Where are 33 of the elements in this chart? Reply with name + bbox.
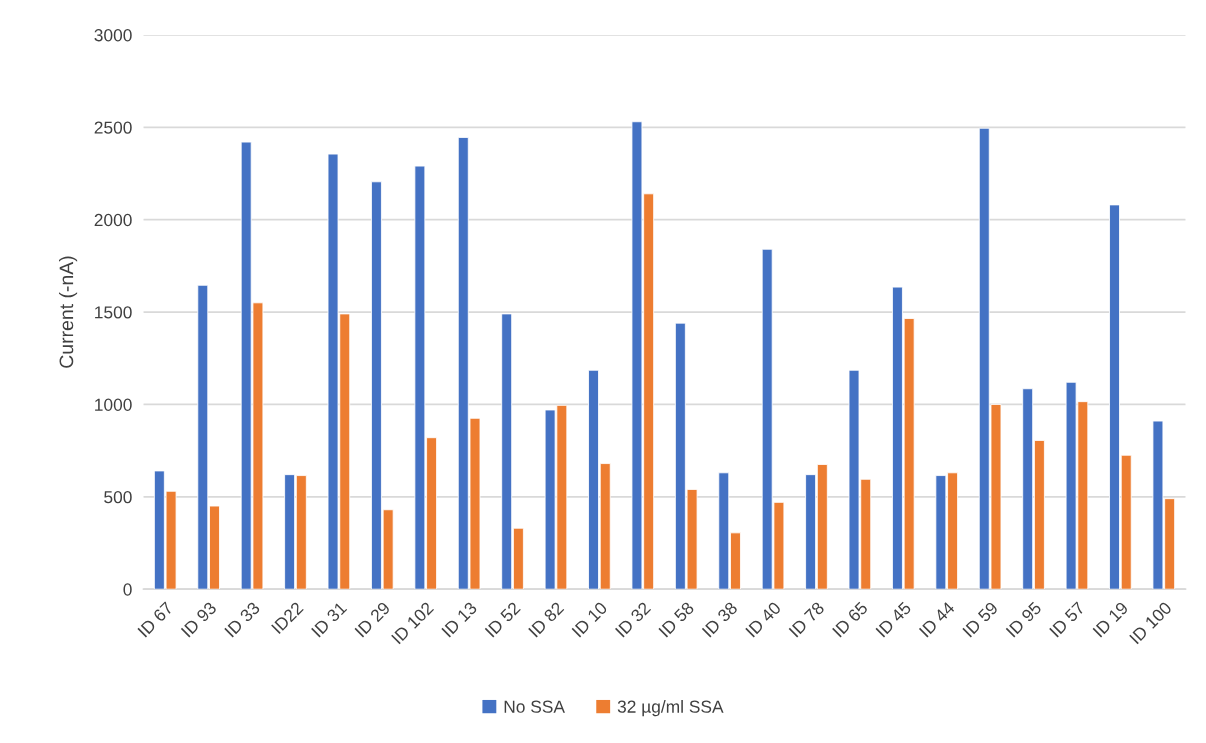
x-tick-label: ID 58 <box>658 601 695 638</box>
x-tick-label: ID 38 <box>701 601 739 638</box>
x-tick-label: ID 52 <box>484 601 521 638</box>
x-tick-label: ID 32 <box>614 601 652 638</box>
x-tick-label: ID 31 <box>311 601 348 638</box>
x-tick-label: ID 29 <box>354 601 391 638</box>
x-tick-label: ID 45 <box>875 601 912 638</box>
x-tick-label: ID 10 <box>571 601 608 638</box>
x-tick-label: ID 65 <box>832 601 869 638</box>
x-tick-label: ID 19 <box>1092 601 1129 638</box>
x-tick-label: ID 78 <box>788 601 825 638</box>
y-tick-label: 0 <box>123 583 132 596</box>
x-tick-label: ID 57 <box>1049 601 1086 638</box>
y-tick-label: 2500 <box>94 121 132 134</box>
x-tick-label: ID 67 <box>137 601 174 638</box>
y-tick-label: 2000 <box>94 213 132 227</box>
x-tick-label: ID 44 <box>918 601 956 638</box>
y-axis-title: Current (-nA) <box>58 256 78 368</box>
y-tick-label: 500 <box>104 490 132 504</box>
x-tick-label: ID 59 <box>962 601 999 638</box>
y-tick-label: 3000 <box>94 29 132 42</box>
x-tick-label: ID 13 <box>441 601 478 638</box>
y-tick-label: 1000 <box>95 398 132 411</box>
x-tick-label: ID 40 <box>745 601 782 638</box>
legend-label: No SSA <box>504 700 565 713</box>
x-tick-label: ID 102 <box>391 601 435 645</box>
x-tick-label: ID 95 <box>1005 601 1043 638</box>
legend-label: 32 µg/ml SSA <box>617 700 724 717</box>
x-tick-label: ID 100 <box>1129 601 1173 645</box>
x-tick-label: ID 82 <box>528 601 565 638</box>
x-tick-label: ID 93 <box>180 601 218 638</box>
x-tick-label: ID 33 <box>224 601 261 638</box>
y-tick-label: 1500 <box>95 306 132 319</box>
